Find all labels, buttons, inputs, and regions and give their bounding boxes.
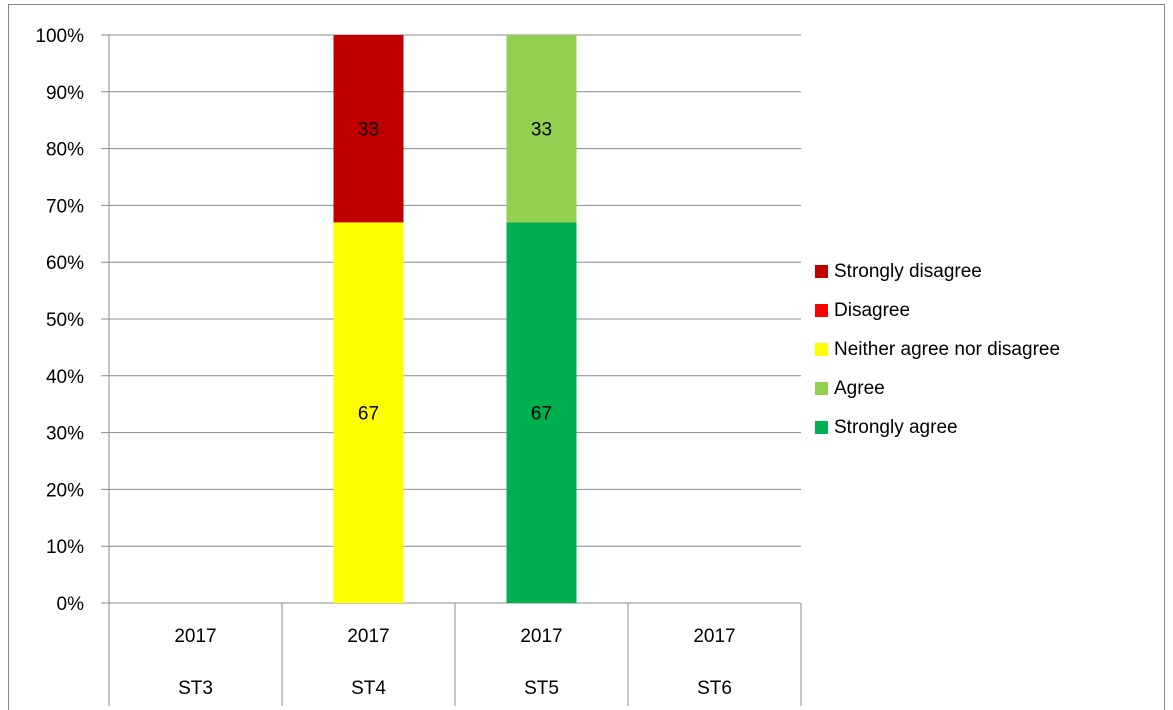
legend-swatch [815,343,828,356]
y-tick-label: 0% [57,594,85,615]
chart-legend: Strongly disagree Disagree Neither agree n… [815,252,1060,447]
y-tick-label: 70% [46,196,84,217]
x-tick-label-group: ST4 [351,678,386,699]
bar-segment [506,35,577,223]
bar-segment [333,222,404,603]
legend-item: Disagree [815,291,1060,330]
legend-label: Agree [834,377,885,399]
y-tick-label: 60% [46,253,84,274]
y-tick-label: 20% [46,480,84,501]
legend-item: Strongly agree [815,408,1060,447]
legend-item: Neither agree nor disagree [815,330,1060,369]
bar-segment [506,222,577,603]
x-tick-label-year: 2017 [174,626,216,647]
bar-segment [333,35,404,223]
legend-swatch [815,421,828,434]
y-tick-label: 30% [46,424,84,445]
legend-label: Strongly disagree [834,260,982,282]
y-tick-label: 80% [46,140,84,161]
y-tick-label: 90% [46,83,84,104]
legend-swatch [815,382,828,395]
x-tick-label-group: ST5 [524,678,559,699]
y-tick-label: 10% [46,537,84,558]
chart-frame [8,4,1165,710]
data-label: 67 [531,404,552,425]
legend-item: Agree [815,369,1060,408]
x-tick-label-year: 2017 [693,626,735,647]
y-tick-label: 50% [46,310,84,331]
x-tick-label-group: ST3 [178,678,213,699]
data-label: 33 [531,120,552,141]
legend-label: Strongly agree [834,416,958,438]
x-tick-label-year: 2017 [520,626,562,647]
legend-swatch [815,265,828,278]
y-tick-label: 40% [46,367,84,388]
y-tick-label: 100% [35,26,84,47]
x-tick-label-group: ST6 [697,678,732,699]
legend-label: Neither agree nor disagree [834,338,1061,360]
data-label: 33 [358,120,379,141]
x-tick-label-year: 2017 [347,626,389,647]
legend-swatch [815,304,828,317]
legend-item: Strongly disagree [815,252,1060,291]
data-label: 67 [358,404,379,425]
legend-label: Disagree [834,299,911,321]
